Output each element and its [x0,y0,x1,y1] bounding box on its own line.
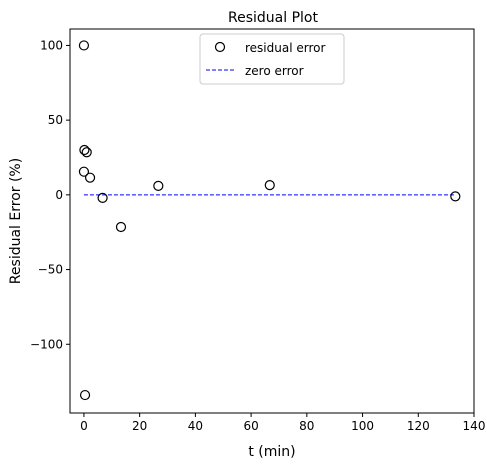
legend-box [199,33,345,85]
legend-label-residual: residual error [245,41,325,55]
residual-point [78,40,90,51]
y-tick-label: 100 [40,38,63,52]
x-tick-label: 0 [80,419,88,433]
axis-ticks: 0 20 40 60 80 100 120 140 −100 −50 0 50 100 [30,38,485,433]
residual-error-series [78,40,461,401]
residual-point [264,180,275,191]
residual-point [81,147,92,158]
x-tick-label: 140 [463,419,486,433]
residual-point [78,166,90,177]
x-tick-label: 100 [351,419,374,433]
residual-point [450,191,461,202]
legend: residual error zero error [199,33,345,85]
chart-title: Residual Plot [228,10,318,26]
legend-marker-residual [214,41,226,53]
residual-point [97,192,108,203]
residual-point [153,180,164,191]
residual-point [84,172,96,183]
y-tick-label: 50 [48,113,63,127]
x-axis-label: t (min) [248,444,295,460]
x-tick-label: 80 [299,419,314,433]
residual-point [115,221,127,233]
y-axis-label: Residual Error (%) [8,158,24,284]
y-tick-label: −50 [38,263,63,277]
residual-point [79,144,90,156]
x-tick-label: 60 [243,419,258,433]
y-tick-label: 0 [55,188,63,202]
x-tick-label: 20 [132,419,147,433]
residual-point [79,389,91,401]
legend-label-zero: zero error [245,64,304,78]
y-tick-label: −100 [30,337,63,351]
plot-area-frame [69,28,475,414]
x-tick-label: 120 [407,419,430,433]
x-tick-label: 40 [188,419,203,433]
